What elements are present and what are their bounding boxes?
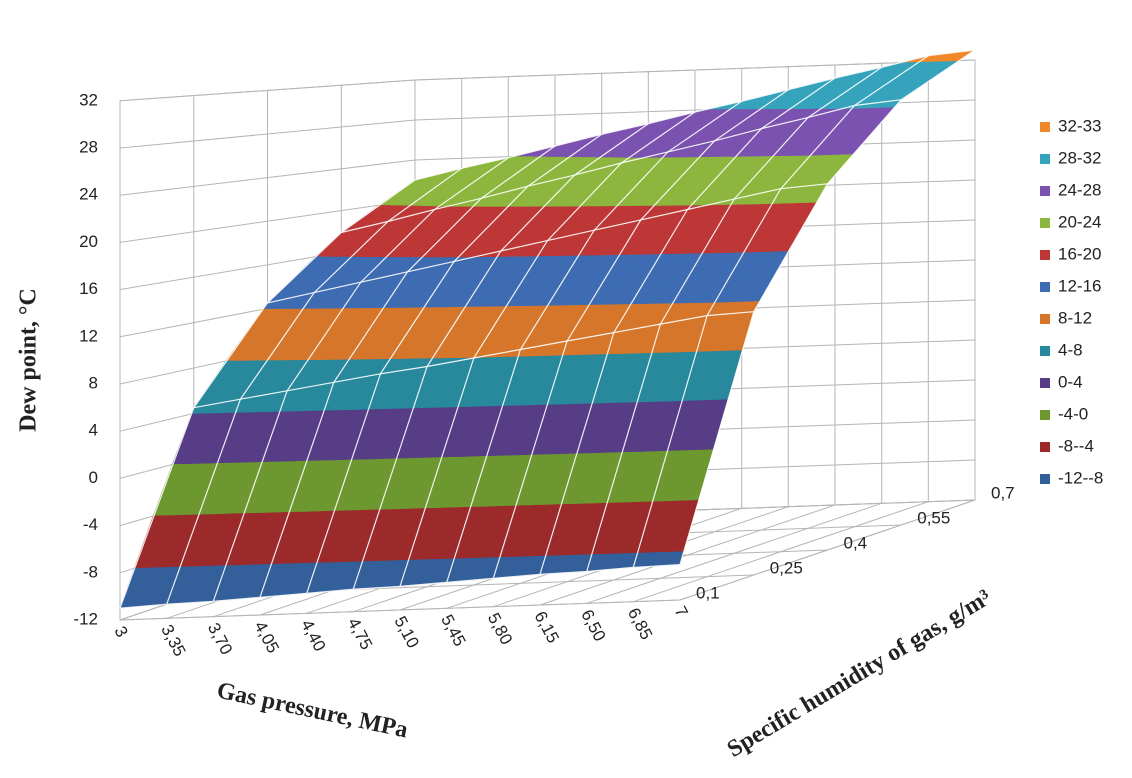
- surface-grid: [306, 133, 603, 594]
- z-tick-label: 24: [79, 185, 98, 204]
- legend-label: 24-28: [1058, 180, 1101, 199]
- surface-grid: [166, 167, 463, 605]
- z-axis-title: Dew point, °C: [16, 288, 42, 432]
- surface-grid: [679, 49, 976, 565]
- legend-swatch: [1040, 346, 1050, 356]
- legend-swatch: [1040, 154, 1050, 164]
- legend-label: -8--4: [1058, 436, 1094, 455]
- z-tick-label: 20: [79, 232, 98, 251]
- y-tick-label: 0,55: [917, 508, 950, 527]
- z-tick-label: 0: [89, 468, 98, 487]
- legend-swatch: [1040, 250, 1050, 260]
- legend-swatch: [1040, 378, 1050, 388]
- surface-grid: [119, 179, 416, 609]
- z-tick-label: 12: [79, 326, 98, 345]
- z-tick-label: -12: [73, 609, 98, 628]
- y-tick-label: 0,25: [770, 558, 803, 577]
- z-tick-label: 4: [89, 421, 98, 440]
- legend-swatch: [1040, 186, 1050, 196]
- legend-swatch: [1040, 282, 1050, 292]
- z-tick-label: 32: [79, 90, 98, 109]
- x-tick-label: 6,85: [624, 605, 656, 643]
- y-tick-label: 0,7: [991, 483, 1015, 502]
- z-tick-label: 28: [79, 137, 98, 156]
- legend-label: -12--8: [1058, 468, 1103, 487]
- x-tick-label: 6,15: [531, 608, 563, 646]
- x-tick-label: 4,40: [297, 616, 329, 654]
- surface-grid: [632, 55, 929, 568]
- legend-label: 16-20: [1058, 244, 1101, 263]
- x-tick-label: 3: [111, 623, 132, 640]
- legend-swatch: [1040, 474, 1050, 484]
- z-tick-label: 8: [89, 373, 98, 392]
- z-tick-label: 16: [79, 279, 98, 298]
- legend-label: 28-32: [1058, 148, 1101, 167]
- y-tick-label: 0,4: [844, 533, 868, 552]
- surface-grid: [446, 100, 743, 583]
- x-tick-label: 4,05: [251, 618, 283, 656]
- legend-label: 32-33: [1058, 116, 1101, 135]
- legend-label: -4-0: [1058, 404, 1088, 423]
- x-tick-label: 5,80: [484, 610, 516, 648]
- legend-label: 4-8: [1058, 340, 1083, 359]
- legend-swatch: [1040, 314, 1050, 324]
- legend-label: 0-4: [1058, 372, 1083, 391]
- x-tick-label: 3,70: [204, 620, 236, 658]
- surface-grid: [492, 89, 789, 579]
- x-tick-label: 5,10: [391, 613, 423, 651]
- surface-grid: [259, 145, 556, 598]
- legend-label: 8-12: [1058, 308, 1092, 327]
- legend-swatch: [1040, 442, 1050, 452]
- y-tick-label: 0,1: [696, 583, 720, 602]
- legend-swatch: [1040, 122, 1050, 132]
- surface-grid: [539, 77, 836, 575]
- x-tick-label: 7: [671, 603, 692, 620]
- surface-grid: [352, 123, 649, 590]
- x-tick-label: 3,35: [157, 621, 189, 659]
- x-tick-label: 6,50: [577, 606, 609, 644]
- legend-swatch: [1040, 410, 1050, 420]
- legend-label: 12-16: [1058, 276, 1101, 295]
- z-tick-label: -8: [83, 562, 98, 581]
- x-tick-label: 4,75: [344, 615, 376, 653]
- z-tick-label: -4: [83, 515, 98, 534]
- x-tick-label: 5,45: [437, 611, 469, 649]
- legend-swatch: [1040, 218, 1050, 228]
- x-axis-title: Gas pressure, MPa: [215, 678, 411, 744]
- surface-grid: [586, 66, 883, 572]
- surface-grid: [212, 157, 509, 602]
- surface-grid: [399, 111, 696, 587]
- legend-label: 20-24: [1058, 212, 1101, 231]
- y-axis-title: Specific humidity of gas, g/m³: [723, 585, 996, 763]
- floor-edge: [119, 499, 976, 621]
